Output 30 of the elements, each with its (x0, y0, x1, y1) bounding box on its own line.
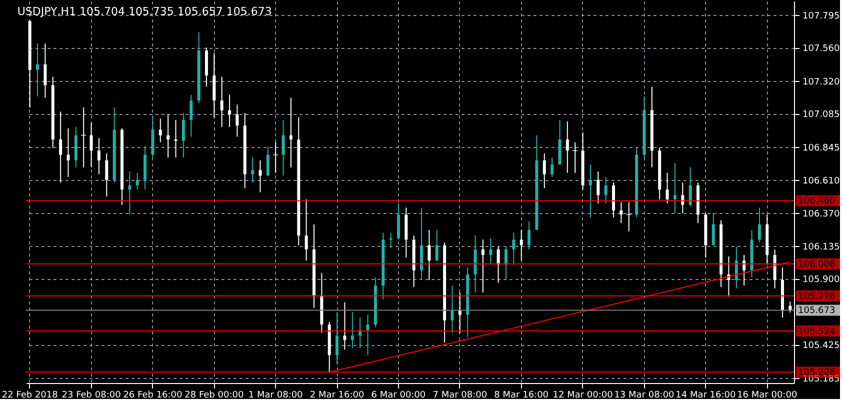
ref-line-label: 106.460 (798, 196, 836, 207)
y-tick-label: 106.610 (802, 176, 840, 186)
x-tick-label: 7 Mar 08:00 (432, 390, 488, 400)
x-tick-label: 12 Mar 00:00 (552, 390, 614, 400)
chart-title: USDJPY,H1 105.704 105.735 105.657 105.673 (17, 5, 272, 18)
x-tick-label: 26 Feb 16:00 (123, 390, 183, 400)
ref-line-label: 105.673 (798, 306, 836, 316)
y-tick-label: 107.560 (802, 44, 840, 54)
x-tick-label: 2 Mar 16:00 (310, 390, 364, 400)
x-tick-label: 13 Mar 08:00 (614, 390, 675, 400)
x-tick-label: 16 Mar 00:00 (737, 390, 798, 400)
x-tick-label: 6 Mar 00:00 (371, 390, 426, 400)
y-tick-label: 107.320 (802, 78, 840, 88)
ref-line-label: 105.776 (798, 292, 836, 302)
ref-line-label: 105.524 (798, 326, 836, 337)
x-tick-label: 22 Feb 2018 (2, 390, 58, 400)
y-tick-label: 106.135 (802, 242, 840, 252)
y-tick-label: 106.370 (802, 210, 840, 220)
y-tick-label: 105.185 (802, 374, 840, 385)
y-tick-label: 107.085 (802, 110, 840, 120)
x-tick-label: 1 Mar 08:00 (248, 390, 304, 400)
x-tick-label: 14 Mar 16:00 (676, 390, 736, 400)
y-tick-label: 106.845 (802, 144, 840, 154)
y-tick-label: 105.900 (802, 275, 840, 286)
ref-line-label: 106.006 (798, 260, 836, 270)
y-tick-label: 107.795 (802, 11, 840, 22)
x-tick-label: 28 Feb 00:00 (184, 390, 244, 400)
x-tick-label: 8 Mar 16:00 (494, 390, 549, 400)
x-tick-label: 23 Feb 08:00 (62, 390, 122, 400)
y-tick-label: 105.425 (802, 341, 840, 352)
